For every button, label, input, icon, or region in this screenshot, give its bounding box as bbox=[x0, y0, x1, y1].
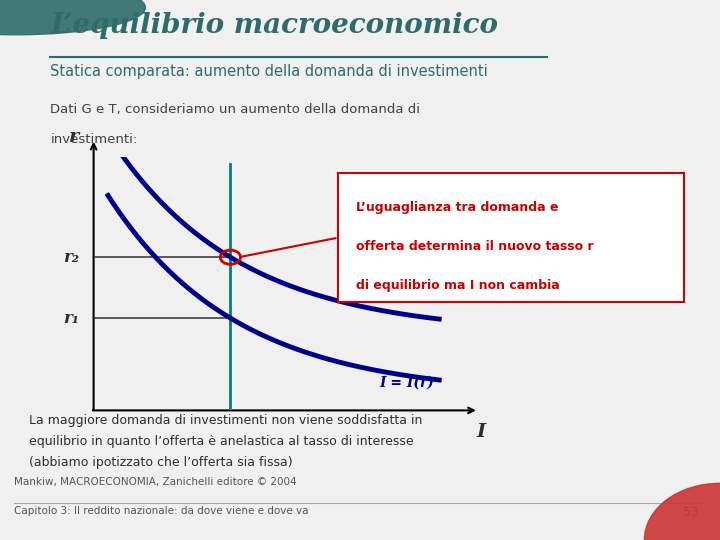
Text: r₂: r₂ bbox=[63, 249, 79, 266]
Text: offerta determina il nuovo tasso r: offerta determina il nuovo tasso r bbox=[356, 240, 593, 253]
Text: La maggiore domanda di investimenti non viene soddisfatta in: La maggiore domanda di investimenti non … bbox=[29, 414, 422, 427]
Circle shape bbox=[644, 483, 720, 540]
Text: I: I bbox=[476, 423, 485, 441]
Text: Dati G e T, consideriamo un aumento della domanda di: Dati G e T, consideriamo un aumento dell… bbox=[50, 103, 420, 116]
Text: r₁: r₁ bbox=[63, 309, 79, 327]
Text: I = I(r): I = I(r) bbox=[379, 375, 434, 389]
Text: r: r bbox=[68, 129, 79, 146]
Text: equilibrio in quanto l’offerta è anelastica al tasso di interesse: equilibrio in quanto l’offerta è anelast… bbox=[29, 435, 413, 448]
Text: L’equilibrio macroeconomico: L’equilibrio macroeconomico bbox=[50, 12, 498, 39]
Text: Statica comparata: aumento della domanda di investimenti: Statica comparata: aumento della domanda… bbox=[50, 64, 488, 78]
Circle shape bbox=[0, 0, 145, 35]
Text: investimenti:: investimenti: bbox=[50, 133, 138, 146]
Text: (abbiamo ipotizzato che l’offerta sia fissa): (abbiamo ipotizzato che l’offerta sia fi… bbox=[29, 456, 292, 469]
Text: L’uguaglianza tra domanda e: L’uguaglianza tra domanda e bbox=[356, 201, 558, 214]
Text: 53: 53 bbox=[683, 507, 698, 519]
Text: Mankiw, MACROECONOMIA, Zanichelli editore © 2004: Mankiw, MACROECONOMIA, Zanichelli editor… bbox=[14, 477, 297, 487]
Text: di equilibrio ma I non cambia: di equilibrio ma I non cambia bbox=[356, 279, 559, 292]
Text: Capitolo 3: Il reddito nazionale: da dove viene e dove va: Capitolo 3: Il reddito nazionale: da dov… bbox=[14, 507, 309, 516]
